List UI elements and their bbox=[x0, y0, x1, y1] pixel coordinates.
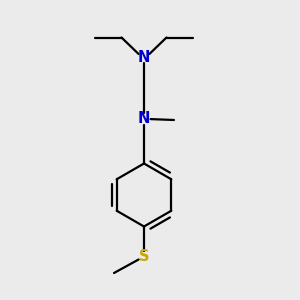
Text: N: N bbox=[138, 111, 150, 126]
Text: S: S bbox=[139, 249, 149, 264]
Text: N: N bbox=[138, 50, 150, 64]
